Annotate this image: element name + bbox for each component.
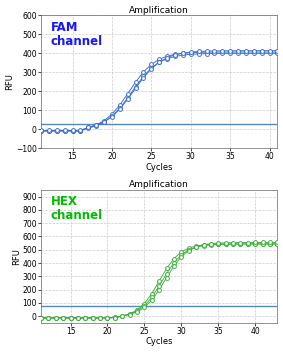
Y-axis label: RFU: RFU	[6, 73, 14, 90]
Title: Amplification: Amplification	[129, 6, 189, 14]
X-axis label: Cycles: Cycles	[145, 163, 173, 172]
X-axis label: Cycles: Cycles	[145, 338, 173, 346]
Y-axis label: RFU: RFU	[12, 248, 21, 265]
Title: Amplification: Amplification	[129, 180, 189, 189]
Text: HEX
channel: HEX channel	[50, 195, 102, 222]
Text: FAM
channel: FAM channel	[50, 21, 102, 48]
